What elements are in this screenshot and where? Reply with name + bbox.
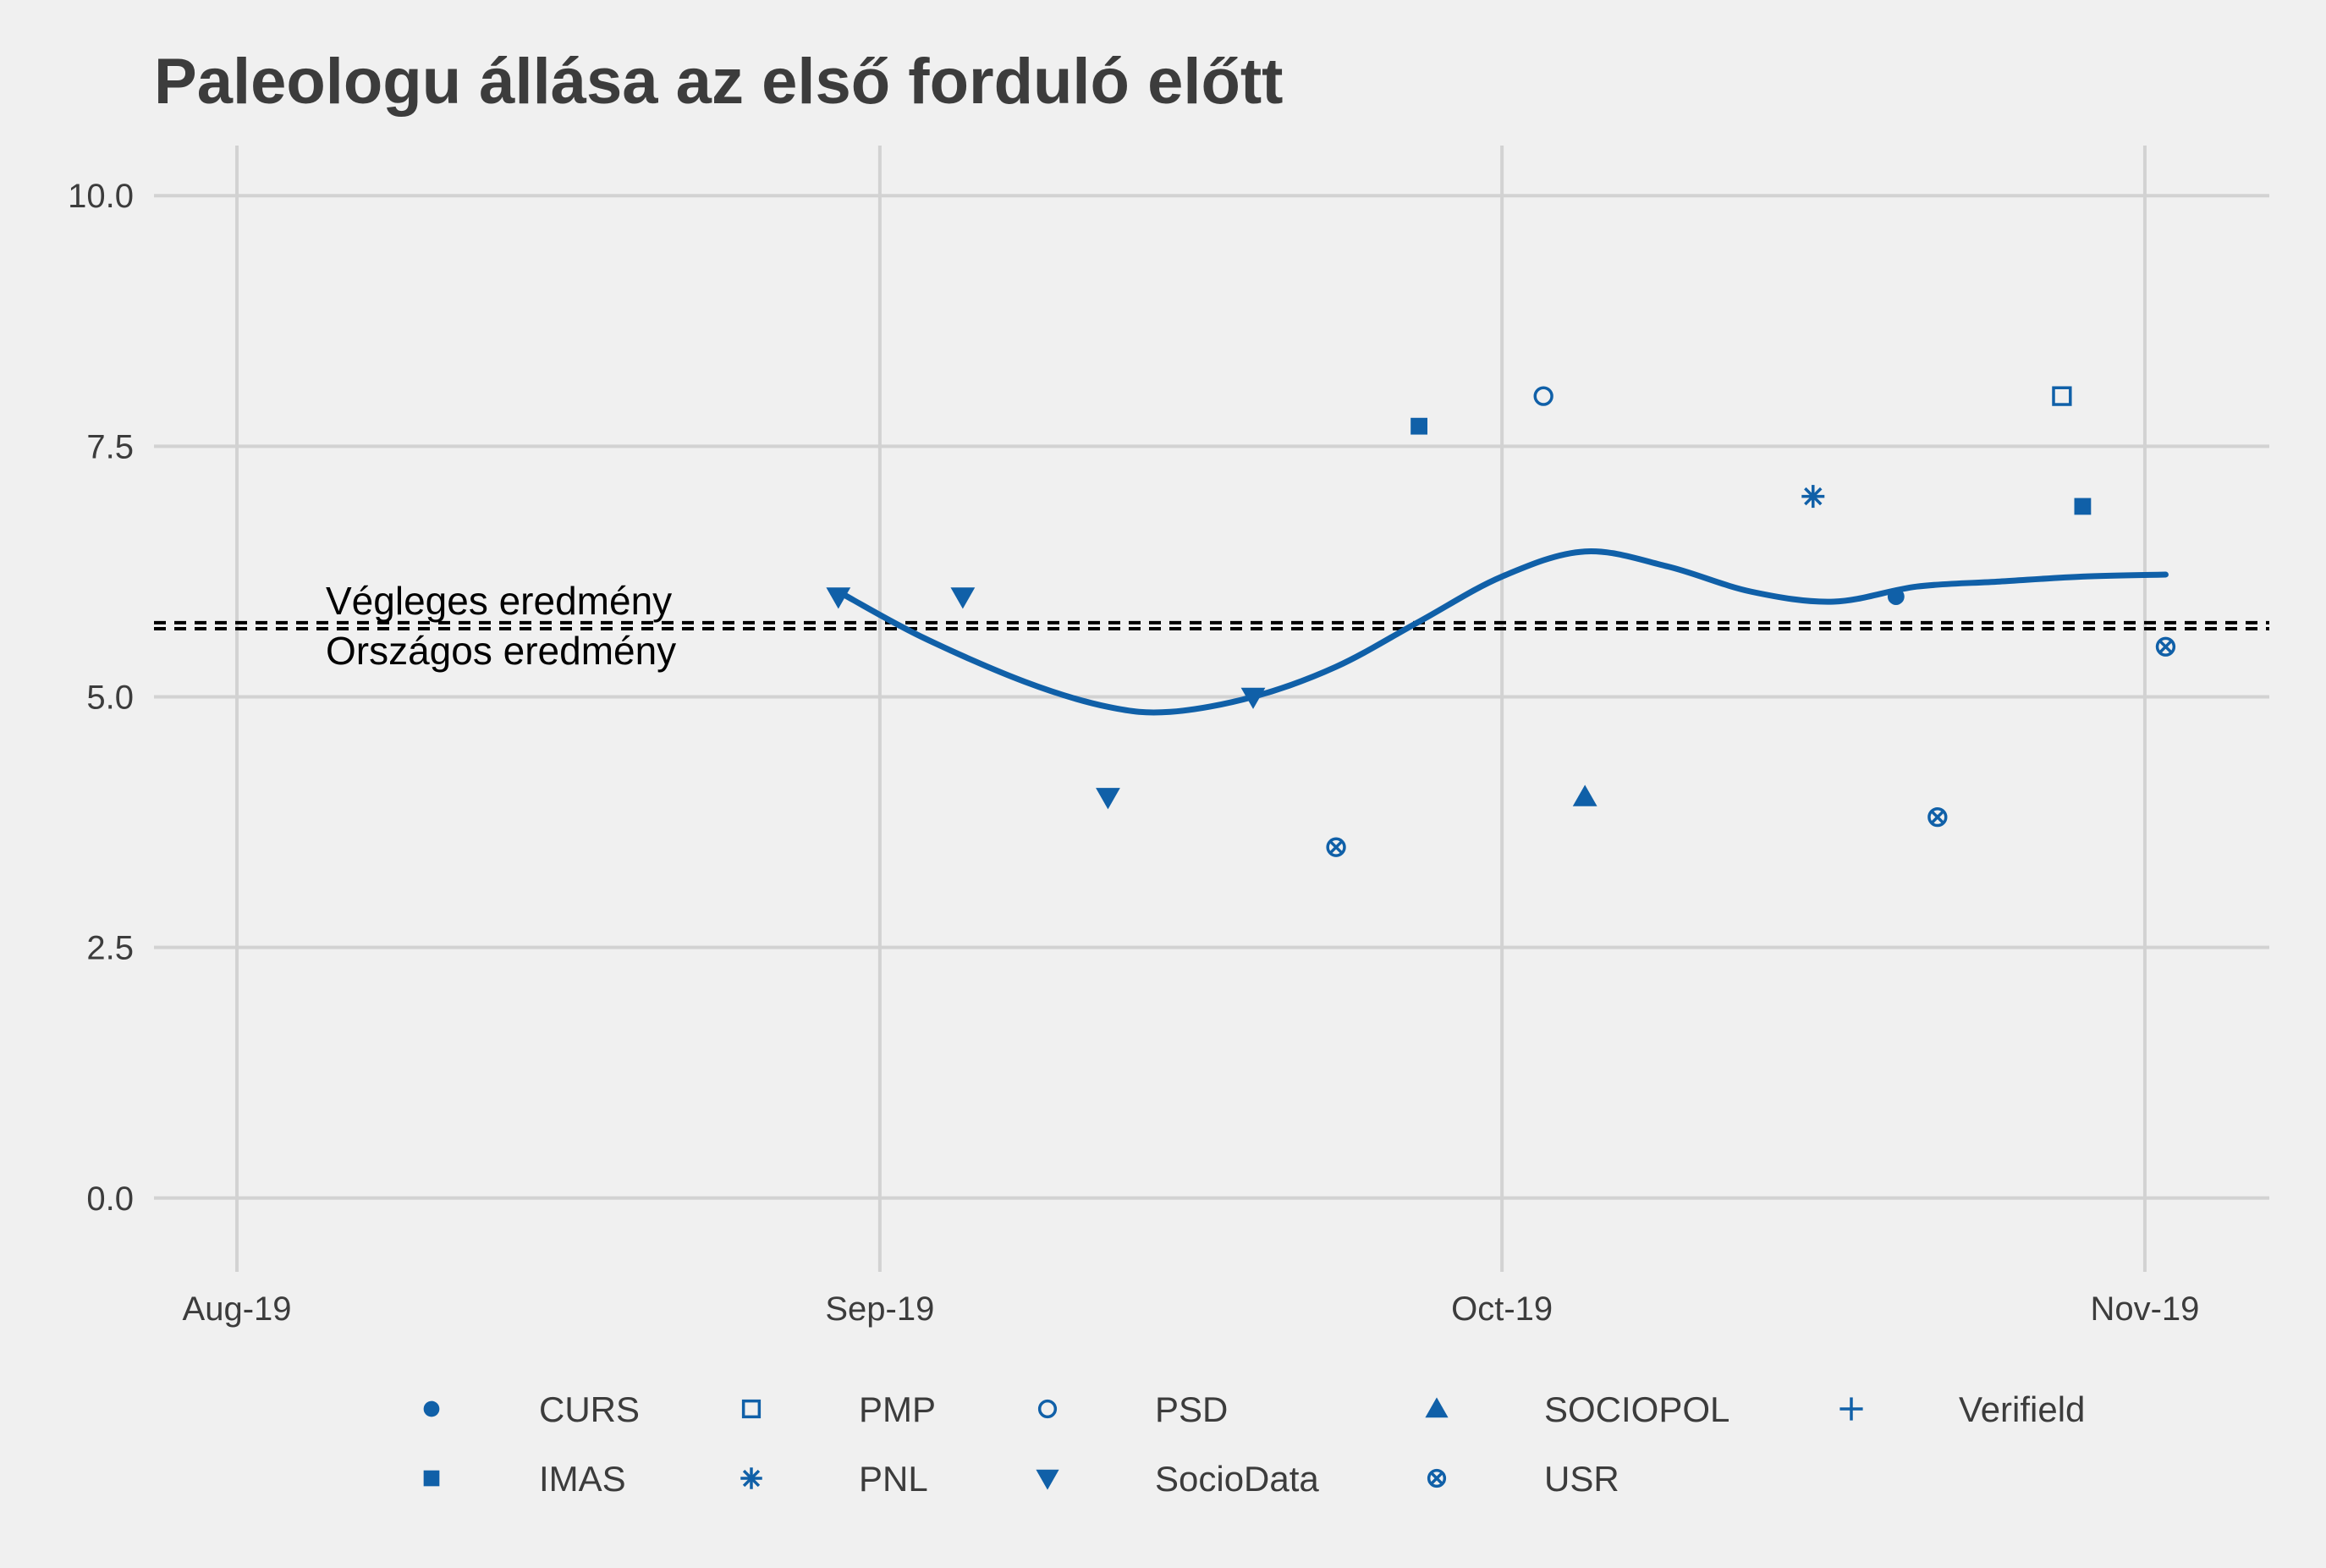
marker-shape: [1037, 1399, 1058, 1419]
marker-shape: [1572, 784, 1597, 806]
legend-marker: [1839, 1397, 1863, 1421]
legend-label: IMAS: [539, 1459, 626, 1499]
data-point-curs: [1887, 588, 1905, 605]
grid-lines: [154, 146, 2269, 1272]
y-tick-label: 0.0: [86, 1180, 134, 1218]
legend-label: CURS: [539, 1389, 640, 1429]
marker-stroke: [2158, 639, 2173, 654]
data-point-pnl: [1801, 485, 1825, 509]
legend-label: PNL: [859, 1459, 928, 1499]
data-point-sociopol: [1572, 784, 1597, 806]
data-point-imas: [2074, 498, 2092, 515]
marker-stroke: [742, 1469, 761, 1488]
marker-shape: [2052, 386, 2072, 406]
legend-label: PMP: [859, 1389, 936, 1429]
reference-lines: Végleges eredmény Országos eredmény: [154, 579, 2269, 673]
y-tick-label: 5.0: [86, 679, 134, 717]
data-point-sociodata: [950, 587, 976, 609]
x-tick-label: Oct-19: [1451, 1290, 1553, 1328]
marker-shape: [1410, 417, 1427, 435]
marker-shape: [1240, 687, 1266, 709]
marker-shape: [1427, 1468, 1447, 1488]
data-point-usr: [2155, 636, 2176, 657]
legend-marker: [1425, 1397, 1449, 1418]
marker-shape: [423, 1470, 440, 1487]
trend-line: [835, 548, 2169, 716]
marker-stroke: [1430, 1472, 1443, 1485]
legend-label: Verifield: [1959, 1389, 2085, 1429]
marker-shape: [423, 1400, 440, 1417]
marker-stroke: [1930, 810, 1945, 825]
trend-line-group: [835, 548, 2169, 716]
y-tick-label: 10.0: [68, 178, 134, 215]
marker-shape: [826, 587, 851, 609]
legend-marker: [1037, 1399, 1058, 1419]
data-point-sociodata: [1096, 788, 1120, 810]
marker-shape: [1927, 806, 1948, 828]
chart-title: Paleologu állása az első forduló előtt: [154, 46, 1284, 118]
x-tick-label: Sep-19: [825, 1290, 934, 1328]
data-points: [826, 386, 2176, 857]
data-point-psd: [1533, 386, 1553, 406]
x-tick-label: Aug-19: [183, 1290, 292, 1328]
legend-marker: [1036, 1469, 1059, 1490]
marker-shape: [1096, 788, 1120, 810]
marker-shape: [1036, 1469, 1059, 1490]
data-point-usr: [1927, 806, 1948, 828]
marker-shape: [1887, 588, 1905, 605]
reference-line-label: Végleges eredmény: [326, 579, 672, 623]
legend: CURS PMP PSD SOCIOPOL Verifield IMAS PNL SocioD…: [423, 1389, 2085, 1499]
marker-shape: [2074, 498, 2092, 515]
marker-stroke: [1804, 487, 1823, 506]
legend-marker: [740, 1467, 762, 1489]
legend-label: SOCIOPOL: [1544, 1389, 1729, 1429]
marker-shape: [2155, 636, 2176, 657]
reference-line-label: Országos eredmény: [326, 629, 676, 673]
data-point-sociodata: [1240, 687, 1266, 709]
data-point-sociodata: [826, 587, 851, 609]
legend-label: PSD: [1155, 1389, 1228, 1429]
marker-shape: [950, 587, 976, 609]
data-point-pmp: [2052, 386, 2072, 406]
marker-shape: [1425, 1397, 1449, 1418]
marker-stroke: [1328, 839, 1344, 855]
data-point-usr: [1326, 837, 1346, 857]
marker-shape: [1326, 837, 1346, 857]
x-tick-label: Nov-19: [2090, 1290, 2199, 1328]
legend-marker: [423, 1470, 440, 1487]
axis-tick-labels: 0.0 2.5 5.0 7.5 10.0 Aug-19 Sep-19 Oct-19 Nov-19: [68, 178, 2199, 1328]
marker-shape: [741, 1399, 762, 1419]
y-tick-label: 2.5: [86, 930, 134, 967]
data-point-imas: [1410, 417, 1427, 435]
legend-label: SocioData: [1155, 1459, 1319, 1499]
legend-marker: [423, 1400, 440, 1417]
legend-marker: [741, 1399, 762, 1419]
y-tick-label: 7.5: [86, 428, 134, 465]
legend-label: USR: [1544, 1459, 1619, 1499]
marker-shape: [1533, 386, 1553, 406]
legend-marker: [1427, 1468, 1447, 1488]
